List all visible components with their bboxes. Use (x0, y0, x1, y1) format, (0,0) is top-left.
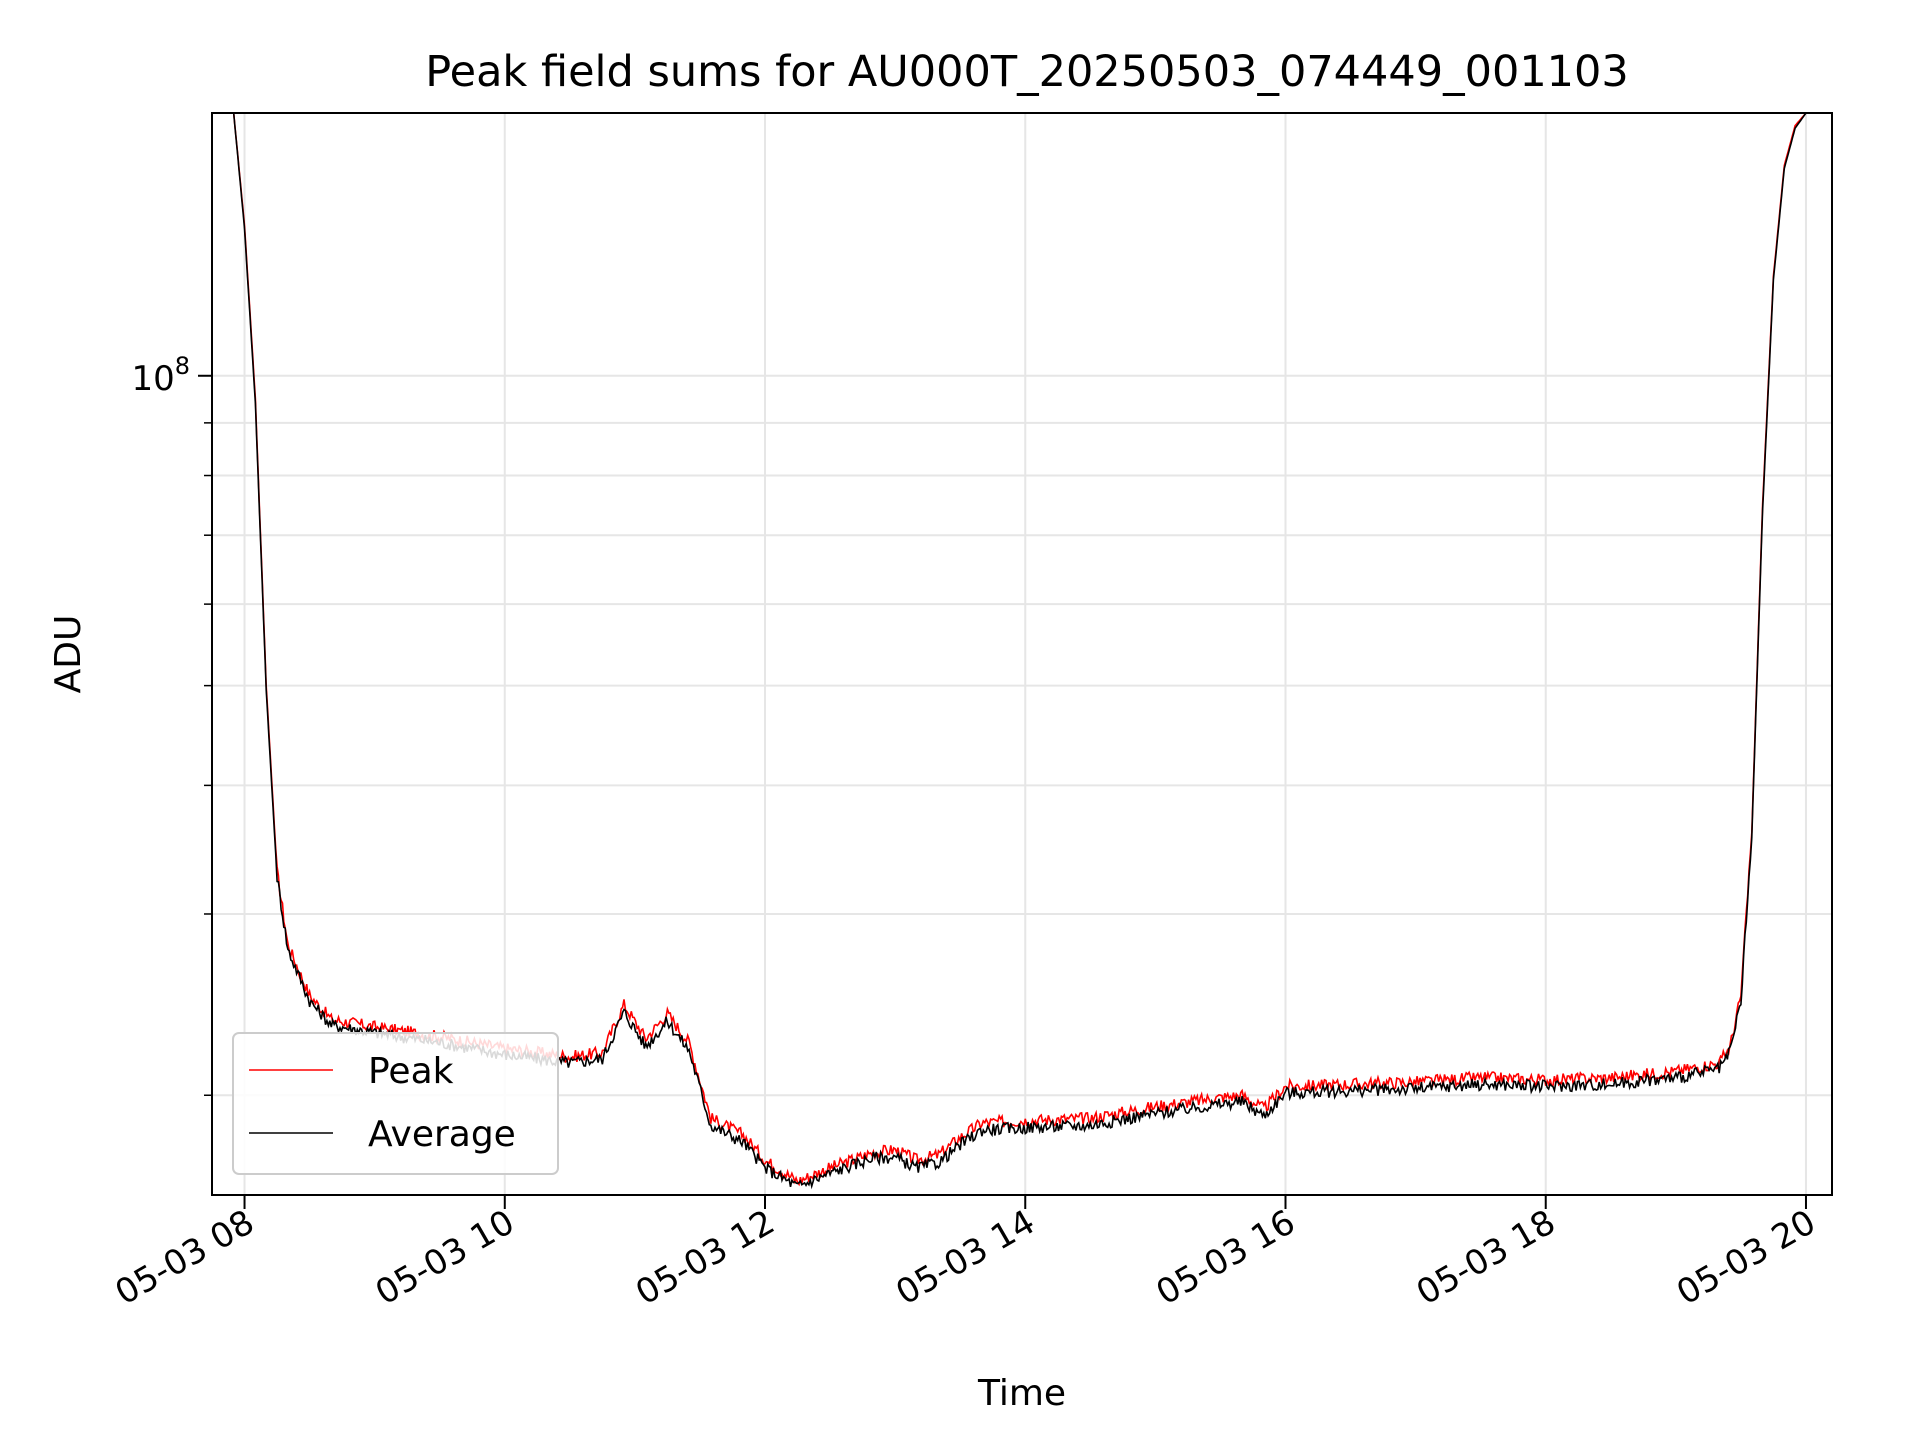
x-axis-label: Time (977, 1373, 1066, 1414)
grid-lines (212, 113, 1832, 1195)
y-axis-label: ADU (48, 615, 89, 694)
y-tick-label: 108 (131, 352, 190, 399)
chart-title: Peak field sums for AU000T_20250503_0744… (425, 47, 1629, 97)
legend-average-label: Average (368, 1114, 516, 1155)
legend-box (232, 1032, 559, 1175)
legend-peak-label: Peak (368, 1051, 454, 1092)
plot-area-frame (211, 112, 1833, 1196)
legend: Peak Average (232, 1032, 559, 1175)
